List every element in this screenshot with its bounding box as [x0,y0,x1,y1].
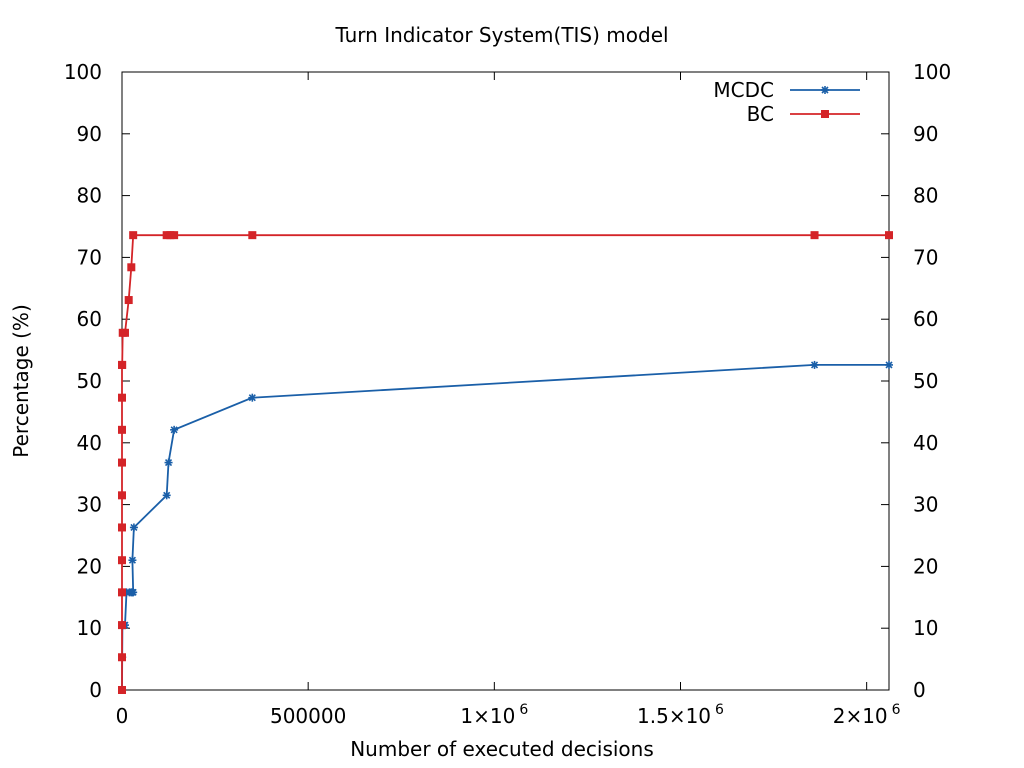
x-axis-label: Number of executed decisions [350,737,654,761]
series-bc-point [118,653,126,662]
axes: 0102030405060708090100010203040506070809… [64,60,951,728]
series-mcdc-line [121,363,889,691]
series-mcdc-point [129,588,138,597]
x-tick-label-base: 1×10 [460,704,515,728]
series-bc-point [118,458,126,467]
series-mcdc-point [170,425,179,434]
y2-tick-label: 50 [913,369,938,393]
series-mcdc [118,360,893,694]
series-bc-point [129,231,138,240]
series-bc-point [885,231,893,240]
y-tick-label: 60 [77,307,102,331]
chart-title: Turn Indicator System(TIS) model [334,23,668,47]
series-bc-point [124,296,133,305]
series-bc [118,231,893,694]
series-bc-point [118,556,126,565]
x-tick-label: 1×10 6 [460,702,528,728]
y2-tick-label: 90 [913,122,938,146]
y-tick-label: 100 [64,60,102,84]
series-bc-point [120,328,129,337]
series-bc-point [170,231,179,240]
x-tick-label-exponent: 6 [715,702,724,718]
legend-marker-bc [821,110,829,118]
series-bc-point [248,231,257,240]
y2-tick-label: 100 [913,60,951,84]
x-tick-label: 2×10 6 [833,702,901,728]
series-bc-point [118,523,126,532]
series-mcdc-point [128,556,137,565]
legend-marker-mcdc [821,86,829,94]
series-bc-point [118,621,126,630]
series-bc-point [118,393,126,402]
y-tick-label: 20 [77,554,102,578]
y2-tick-label: 20 [913,554,938,578]
y-tick-label: 0 [89,678,102,702]
y-tick-label: 70 [77,245,102,269]
y2-tick-label: 10 [913,616,938,640]
y-tick-label: 50 [77,369,102,393]
y2-tick-label: 40 [913,431,938,455]
y-axis-label: Percentage (%) [9,304,33,457]
y-tick-label: 30 [77,493,102,517]
y2-tick-label: 30 [913,493,938,517]
y-tick-label: 40 [77,431,102,455]
series-mcdc-point [162,491,171,500]
x-tick-label-base: 1.5×10 [637,704,711,728]
series-mcdc-point [129,523,138,532]
series-mcdc-point [885,360,893,369]
series-mcdc-point [164,458,173,467]
legend-label-mcdc: MCDC [713,78,774,102]
series-bc-line [121,234,889,690]
series-bc-point [118,425,126,434]
series-mcdc-point [810,360,819,369]
series-bc-point [127,263,136,272]
x-tick-label: 0 [116,704,129,728]
series-bc-point [118,588,126,597]
x-tick-label: 500000 [270,704,346,728]
y2-tick-label: 60 [913,307,938,331]
series-bc-point [118,491,126,500]
series-layer [118,231,893,694]
x-tick-label: 1.5×10 6 [637,702,724,728]
x-tick-label-base: 2×10 [833,704,888,728]
y2-tick-label: 0 [913,678,926,702]
plot-frame [121,71,890,691]
y-tick-label: 80 [77,184,102,208]
series-mcdc-point [248,393,257,402]
y-tick-label: 10 [77,616,102,640]
x-tick-label-exponent: 6 [519,702,528,718]
legend-label-bc: BC [747,102,774,126]
y2-tick-label: 70 [913,245,938,269]
x-tick-label-base: 0 [116,704,129,728]
series-bc-point [118,360,127,369]
x-tick-label-base: 500000 [270,704,346,728]
series-bc-point [118,686,126,694]
y2-tick-label: 80 [913,184,938,208]
series-bc-point [810,231,819,240]
y-tick-label: 90 [77,122,102,146]
x-tick-label-exponent: 6 [892,702,901,718]
